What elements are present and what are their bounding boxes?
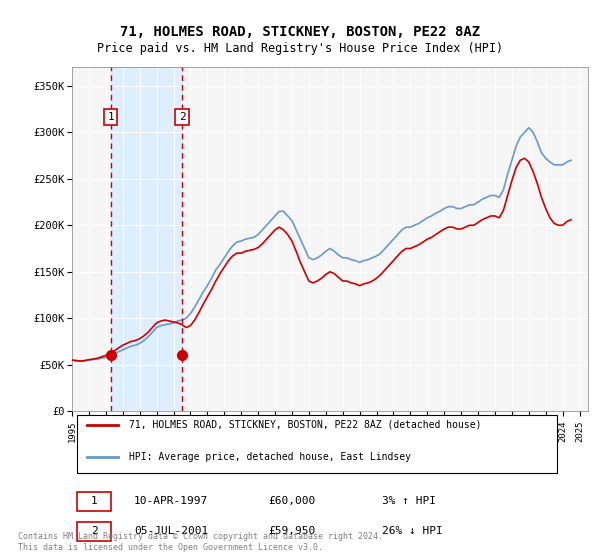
Text: 2: 2 [179, 112, 185, 122]
Text: 05-JUL-2001: 05-JUL-2001 [134, 526, 208, 536]
Text: 2: 2 [91, 526, 98, 536]
Text: £60,000: £60,000 [268, 496, 316, 506]
FancyBboxPatch shape [77, 492, 110, 511]
Text: 71, HOLMES ROAD, STICKNEY, BOSTON, PE22 8AZ: 71, HOLMES ROAD, STICKNEY, BOSTON, PE22 … [120, 25, 480, 39]
Text: 10-APR-1997: 10-APR-1997 [134, 496, 208, 506]
Text: 26% ↓ HPI: 26% ↓ HPI [382, 526, 442, 536]
FancyBboxPatch shape [77, 522, 110, 541]
Bar [110, 67, 182, 411]
Text: 3% ↑ HPI: 3% ↑ HPI [382, 496, 436, 506]
Text: Contains HM Land Registry data © Crown copyright and database right 2024.
This d: Contains HM Land Registry data © Crown c… [18, 532, 383, 552]
Text: £59,950: £59,950 [268, 526, 316, 536]
Text: 71, HOLMES ROAD, STICKNEY, BOSTON, PE22 8AZ (detached house): 71, HOLMES ROAD, STICKNEY, BOSTON, PE22 … [129, 420, 481, 430]
Text: 1: 1 [91, 496, 98, 506]
FancyBboxPatch shape [77, 416, 557, 473]
Text: Price paid vs. HM Land Registry's House Price Index (HPI): Price paid vs. HM Land Registry's House … [97, 42, 503, 55]
Text: HPI: Average price, detached house, East Lindsey: HPI: Average price, detached house, East… [129, 451, 411, 461]
Text: 1: 1 [107, 112, 114, 122]
